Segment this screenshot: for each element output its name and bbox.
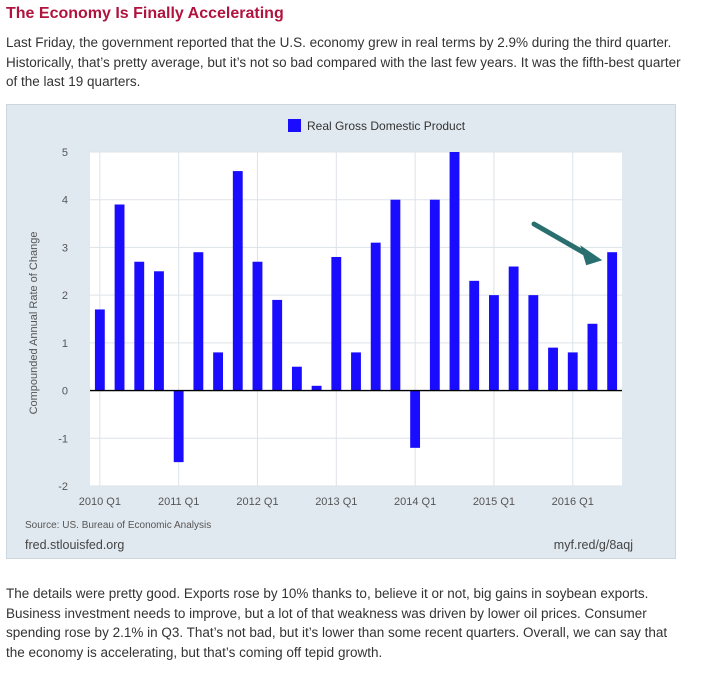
y-axis-title: Compounded Annual Rate of Change: [28, 232, 40, 415]
bar-2014-q2: [429, 199, 440, 391]
bar-2015-q3: [528, 295, 539, 391]
x-tick-label: 2010 Q1: [79, 496, 121, 508]
bar-2012-q1: [252, 261, 263, 391]
bar-2013-q4: [390, 199, 401, 391]
bar-2013-q1: [331, 256, 342, 391]
chart-source: Source: US. Bureau of Economic Analysis: [25, 520, 212, 531]
bar-2016-q1: [567, 352, 578, 391]
annotation-arrow-shaft: [531, 221, 591, 258]
plot-area: [90, 152, 622, 486]
x-tick-label: 2013 Q1: [315, 496, 357, 508]
legend-swatch: [288, 119, 301, 132]
bar-2011-q4: [232, 171, 243, 391]
bar-2012-q3: [291, 366, 302, 391]
annotation-arrow-head: [580, 245, 603, 266]
bar-2015-q2: [508, 266, 519, 391]
x-tick-label: 2011 Q1: [158, 496, 199, 508]
y-tick-label: -2: [58, 481, 68, 493]
x-tick-label: 2012 Q1: [236, 496, 278, 508]
bar-2010-q3: [134, 261, 145, 391]
chart-short-url[interactable]: myf.red/g/8aqj: [553, 538, 633, 552]
bar-2016-q2: [587, 323, 598, 391]
gdp-bar-chart: -2 -1 0 1 2 3 4 5 2010 Q1 2011 Q1 2012 Q1 2013 Q1 20…: [28, 119, 622, 508]
bar-2014-q1: [410, 390, 421, 448]
y-tick-label: 1: [62, 338, 68, 350]
y-tick-label: 5: [62, 147, 68, 159]
y-tick-label: 0: [62, 386, 68, 398]
bar-2015-q1: [489, 295, 499, 391]
bar-2015-q4: [548, 347, 558, 391]
fred-chart-panel: -2 -1 0 1 2 3 4 5 2010 Q1 2011 Q1 2012 Q1 2013 Q1 20…: [6, 104, 676, 559]
bar-2013-q2: [351, 352, 361, 391]
y-tick-label: 2: [62, 290, 68, 302]
legend-label: Real Gross Domestic Product: [307, 119, 466, 133]
y-tick-label: -1: [58, 433, 68, 445]
bar-2016-q3: [607, 252, 618, 391]
bar-2012-q4: [311, 385, 322, 391]
article-headline: The Economy Is Finally Accelerating: [6, 5, 284, 22]
bar-2011-q3: [213, 352, 223, 391]
bar-2011-q2: [193, 252, 204, 391]
y-tick-label: 3: [62, 242, 68, 254]
bar-2014-q4: [469, 280, 480, 391]
x-tick-label: 2016 Q1: [552, 496, 594, 508]
y-tick-label: 4: [62, 195, 68, 207]
article-intro: Last Friday, the government reported tha…: [6, 35, 681, 89]
bar-2010-q1: [94, 309, 105, 391]
article-body: The details were pretty good. Exports ro…: [6, 586, 668, 660]
bar-2011-q1: [173, 390, 184, 463]
bar-2010-q4: [154, 271, 164, 391]
x-tick-label: 2015 Q1: [473, 496, 515, 508]
bar-2012-q2: [272, 299, 283, 391]
bar-2014-q3: [449, 152, 460, 391]
bar-2013-q3: [370, 242, 381, 391]
fred-brand-link[interactable]: fred.stlouisfed.org: [25, 538, 125, 552]
bar-2010-q2: [114, 204, 125, 391]
x-tick-label: 2014 Q1: [394, 496, 436, 508]
